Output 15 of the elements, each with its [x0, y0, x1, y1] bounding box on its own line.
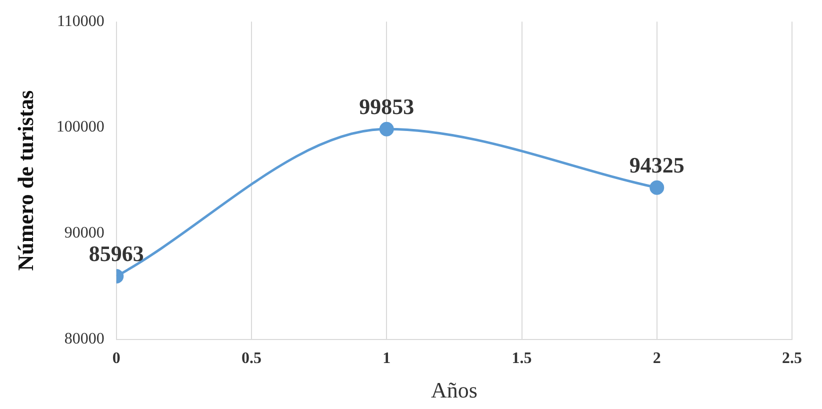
x-tick-label: 2: [652, 350, 661, 368]
x-tick-label: 1: [382, 350, 391, 368]
y-tick-label: 100000: [56, 118, 104, 136]
x-tick-label: 1.5: [512, 350, 532, 368]
data-label: 94325: [629, 152, 684, 178]
y-tick-label: 80000: [64, 330, 104, 348]
data-label: 99853: [359, 94, 414, 119]
x-tick-label: 2.5: [782, 350, 802, 368]
data-label: 85963: [88, 240, 144, 266]
y-axis-title: Número de turistas: [12, 90, 38, 271]
x-axis-title: Años: [430, 378, 478, 403]
x-tick-label: 0: [112, 350, 120, 368]
y-tick-label: 110000: [56, 12, 104, 30]
y-tick-label: 90000: [64, 224, 104, 242]
x-tick-label: 0.5: [242, 350, 262, 368]
